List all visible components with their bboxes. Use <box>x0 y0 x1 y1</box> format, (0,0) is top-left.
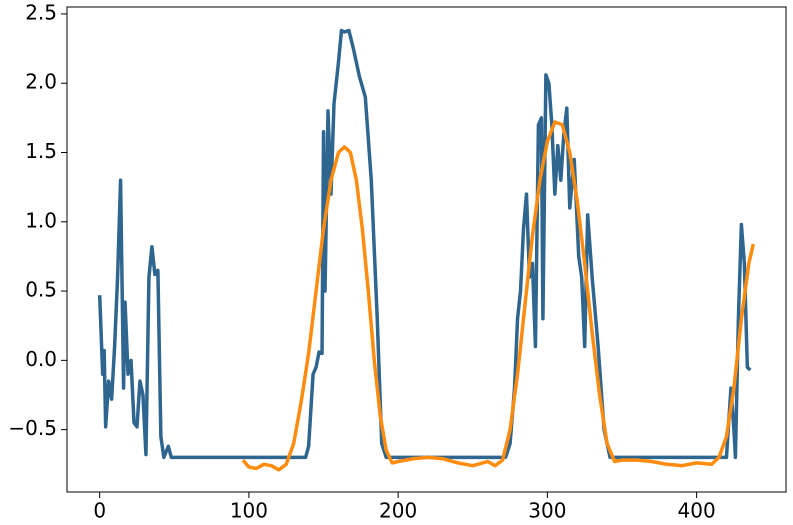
data-line <box>97 28 752 460</box>
x-tick-label: 400 <box>678 499 716 523</box>
y-tick-label: 2.5 <box>25 0 57 24</box>
y-tick-label: −0.5 <box>8 416 57 440</box>
y-tick-label: 0.5 <box>25 278 57 302</box>
x-tick-label: 100 <box>230 499 268 523</box>
y-tick-label: 2.0 <box>25 70 57 94</box>
y-tick-label: 0.0 <box>25 347 57 371</box>
data-line <box>241 120 756 472</box>
x-tick-label: 200 <box>379 499 417 523</box>
plot-frame <box>66 6 787 493</box>
x-tick-label: 0 <box>93 499 106 523</box>
y-tick-label: 1.5 <box>25 139 57 163</box>
y-tick-label: 1.0 <box>25 208 57 232</box>
x-tick-label: 300 <box>528 499 566 523</box>
